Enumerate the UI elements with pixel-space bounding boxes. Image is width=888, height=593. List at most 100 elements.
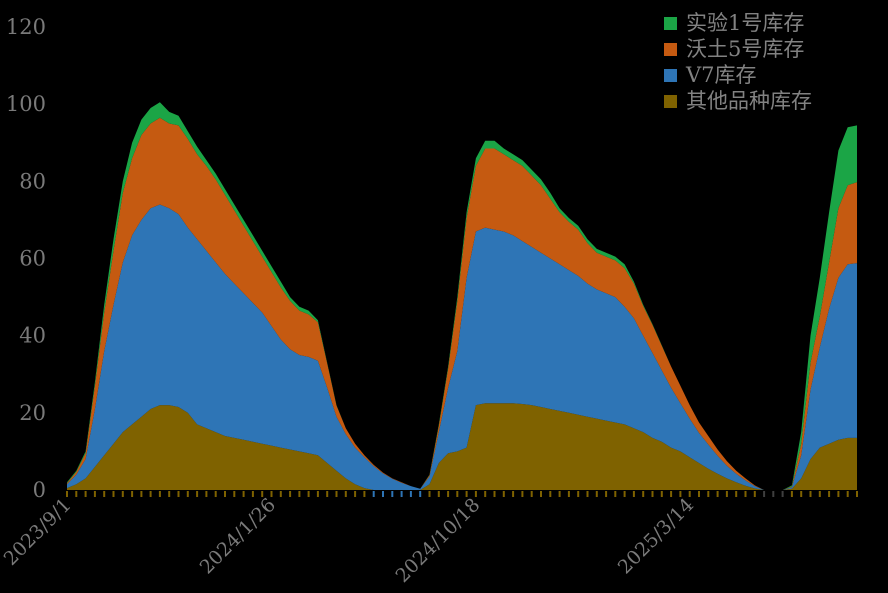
y-axis-label: 100 xyxy=(6,92,46,116)
x-axis-tick xyxy=(772,491,775,497)
x-axis-tick xyxy=(261,491,264,497)
x-axis-tick xyxy=(744,491,747,497)
x-axis-tick xyxy=(140,491,143,497)
x-axis-tick xyxy=(679,491,682,497)
x-axis-tick xyxy=(354,491,357,497)
x-axis-tick xyxy=(716,491,719,497)
legend-item-wotu5: 沃土5号库存 xyxy=(664,38,812,60)
legend-item-qita: 其他品种库存 xyxy=(664,90,812,112)
x-axis-tick xyxy=(493,491,496,497)
x-axis-tick xyxy=(251,491,254,497)
x-axis-tick xyxy=(614,491,617,497)
x-axis-tick xyxy=(242,491,245,497)
legend-swatch-olive-icon xyxy=(664,94,677,108)
x-axis-tick xyxy=(549,491,552,497)
x-axis-tick xyxy=(809,491,812,497)
x-axis-tick xyxy=(298,491,301,497)
legend-label-shiyan1: 实验1号库存 xyxy=(686,11,805,35)
x-axis-tick xyxy=(530,491,533,497)
x-axis-tick xyxy=(707,491,710,497)
x-axis-tick xyxy=(605,491,608,497)
x-axis-tick xyxy=(437,491,440,497)
x-axis-tick xyxy=(688,491,691,497)
y-axis-label: 40 xyxy=(19,324,46,348)
x-axis-tick xyxy=(158,491,161,497)
x-axis-tick xyxy=(214,491,217,497)
x-axis-tick xyxy=(558,491,561,497)
x-axis-tick xyxy=(289,491,292,497)
x-axis-tick xyxy=(66,491,68,497)
x-axis-tick xyxy=(753,491,756,497)
x-axis-tick xyxy=(670,491,673,497)
x-axis-tick xyxy=(595,491,598,497)
legend-label-qita: 其他品种库存 xyxy=(686,89,812,113)
x-axis-tick xyxy=(521,491,524,497)
x-axis-tick xyxy=(270,491,273,497)
legend-item-shiyan1: 实验1号库存 xyxy=(664,12,812,34)
x-axis-tick xyxy=(149,491,152,497)
area-series-0 xyxy=(67,403,857,490)
x-axis-tick xyxy=(502,491,505,497)
x-axis-tick xyxy=(382,491,384,497)
x-axis-tick xyxy=(567,491,570,497)
x-axis-tick xyxy=(846,491,849,497)
legend-label-wotu5: 沃土5号库存 xyxy=(686,37,805,61)
x-axis-tick xyxy=(447,491,450,497)
x-axis-tick xyxy=(698,491,700,497)
x-axis-tick xyxy=(279,491,282,497)
x-axis-tick xyxy=(484,491,487,497)
area-series-2 xyxy=(67,117,857,490)
legend-label-v7: V7库存 xyxy=(686,63,757,87)
x-axis-tick xyxy=(316,491,319,497)
x-axis-tick xyxy=(409,491,412,497)
x-axis-tick xyxy=(205,491,208,497)
x-axis-tick xyxy=(419,491,422,497)
x-axis-tick xyxy=(103,491,106,497)
x-axis-tick xyxy=(651,491,654,497)
x-axis-tick xyxy=(642,491,645,497)
y-axis-label: 80 xyxy=(19,169,46,193)
x-axis-tick xyxy=(800,491,803,497)
x-axis-tick xyxy=(233,491,236,497)
y-axis-label: 120 xyxy=(6,15,46,39)
area-series-1 xyxy=(67,204,857,490)
x-axis-tick xyxy=(456,491,459,497)
x-axis-label: 2023/9/1 xyxy=(0,494,76,570)
x-axis-tick xyxy=(84,491,87,497)
x-axis-tick xyxy=(790,491,793,497)
x-axis-tick xyxy=(326,491,329,497)
x-axis-tick xyxy=(75,491,78,497)
legend-swatch-orange-icon xyxy=(664,42,677,56)
y-axis-label: 20 xyxy=(19,401,46,425)
x-axis-tick xyxy=(428,491,431,497)
chart-legend: 实验1号库存 沃土5号库存 V7库存 其他品种库存 xyxy=(664,12,812,112)
x-axis-tick xyxy=(344,491,347,497)
x-axis-tick xyxy=(363,491,366,497)
x-axis-label: 2025/3/14 xyxy=(614,494,698,578)
legend-item-v7: V7库存 xyxy=(664,64,812,86)
x-axis-tick xyxy=(586,491,589,497)
x-axis-tick xyxy=(168,491,171,497)
x-axis-tick xyxy=(307,491,310,497)
x-axis-tick xyxy=(512,491,515,497)
x-axis-tick xyxy=(837,491,840,497)
x-axis-tick xyxy=(186,491,189,497)
x-axis-tick xyxy=(660,491,663,497)
x-axis-tick xyxy=(400,491,403,497)
x-axis-tick xyxy=(856,491,858,497)
x-axis-label: 2024/1/26 xyxy=(196,494,280,578)
x-axis-tick xyxy=(372,491,375,497)
x-axis-tick xyxy=(763,491,766,497)
x-axis-tick xyxy=(735,491,738,497)
x-axis-tick xyxy=(196,491,199,497)
x-axis-tick xyxy=(577,491,580,497)
x-axis-tick xyxy=(725,491,728,497)
x-axis-tick xyxy=(465,491,468,497)
x-axis-tick xyxy=(131,491,134,497)
x-axis-label: 2024/10/18 xyxy=(391,494,484,587)
x-axis-tick xyxy=(540,491,542,497)
x-axis-tick xyxy=(632,491,635,497)
x-axis-tick xyxy=(335,491,338,497)
